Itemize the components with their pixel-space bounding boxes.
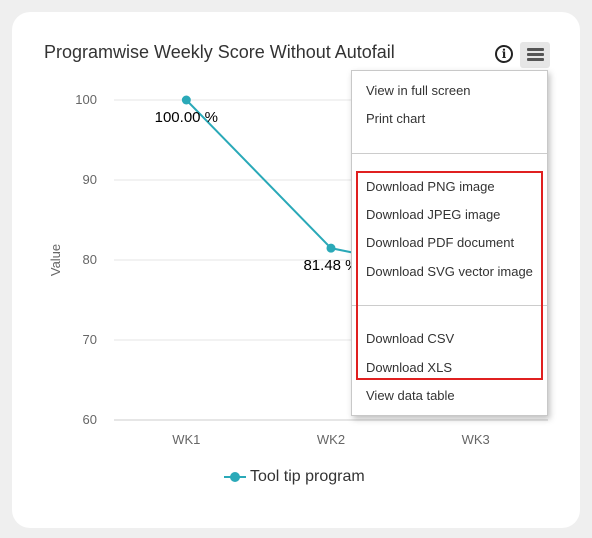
hamburger-menu-icon	[527, 48, 544, 51]
legend-marker-icon	[224, 466, 246, 488]
hamburger-menu-icon-bar	[527, 58, 544, 61]
x-tick-label: WK3	[462, 432, 490, 447]
menu-item-download-xls[interactable]: Download XLS	[366, 360, 452, 375]
menu-item-print-chart[interactable]: Print chart	[366, 111, 426, 126]
info-icon[interactable]: i	[495, 45, 513, 63]
menu-item-download-svg[interactable]: Download SVG vector image	[366, 264, 533, 279]
menu-item-view-data-table[interactable]: View data table	[366, 388, 455, 403]
menu-item-download-png[interactable]: Download PNG image	[366, 179, 495, 194]
y-tick-label: 60	[83, 412, 97, 427]
y-tick-label: 90	[83, 172, 97, 187]
data-label: 81.48 %	[303, 257, 358, 274]
data-labels: 100.00 % 81.48 %	[155, 109, 359, 274]
legend-item-label: Tool tip program	[250, 468, 365, 485]
x-tick-label: WK2	[317, 432, 345, 447]
menu-separator	[352, 153, 547, 154]
download-options-highlight	[356, 171, 543, 380]
menu-separator	[352, 305, 547, 306]
menu-item-download-pdf[interactable]: Download PDF document	[366, 235, 515, 250]
x-tick-label: WK1	[172, 432, 200, 447]
data-point[interactable]	[326, 243, 336, 253]
chart-menu-button[interactable]	[520, 42, 550, 68]
y-axis-ticks: 60 70 80 90 100	[75, 92, 97, 427]
export-context-menu: View in full screen Print chart Download…	[351, 70, 548, 416]
chart-legend[interactable]: Tool tip program	[224, 466, 365, 488]
menu-item-view-full-screen[interactable]: View in full screen	[366, 83, 471, 98]
menu-item-download-jpeg[interactable]: Download JPEG image	[366, 207, 501, 222]
chart-title: Programwise Weekly Score Without Autofai…	[44, 42, 395, 62]
hamburger-menu-icon-bar	[527, 53, 544, 56]
y-tick-label: 100	[75, 92, 97, 107]
y-tick-label: 80	[83, 252, 97, 267]
data-point[interactable]	[181, 95, 191, 105]
data-label: 100.00 %	[155, 109, 218, 126]
y-axis-label: Value	[48, 244, 63, 276]
y-tick-label: 70	[83, 332, 97, 347]
menu-item-download-csv[interactable]: Download CSV	[366, 331, 455, 346]
x-axis-ticks: WK1 WK2 WK3	[172, 432, 490, 447]
